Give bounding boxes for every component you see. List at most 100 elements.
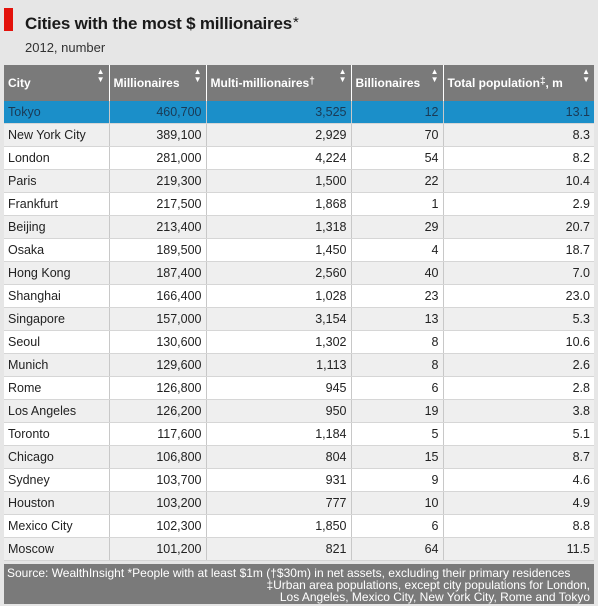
sort-arrows-icon[interactable]: ▲ ▼ (96, 67, 105, 84)
value-cell: 187,400 (109, 261, 207, 285)
footer-source-line: Source: WealthInsight *People with at le… (7, 566, 571, 580)
value-cell: 1,028 (206, 284, 352, 308)
city-cell: London (4, 146, 110, 170)
column-header-unit: , m (545, 76, 563, 90)
table-row[interactable]: New York City 389,100 2,929 70 8.3 (4, 123, 594, 147)
city-cell: Osaka (4, 238, 110, 262)
value-cell: 18.7 (443, 238, 594, 262)
column-header-0[interactable]: City ▲ ▼ (4, 65, 110, 101)
city-cell: Munich (4, 353, 110, 377)
table-row[interactable]: Singapore 157,000 3,154 13 5.3 (4, 307, 594, 331)
value-cell: 4.6 (443, 468, 594, 492)
table-row[interactable]: London 281,000 4,224 54 8.2 (4, 146, 594, 170)
sort-arrows-icon[interactable]: ▲ ▼ (582, 67, 590, 84)
city-cell: Shanghai (4, 284, 110, 308)
value-cell: 102,300 (109, 514, 207, 538)
table-row[interactable]: Shanghai 166,400 1,028 23 23.0 (4, 284, 594, 308)
city-cell: New York City (4, 123, 110, 147)
table-row[interactable]: Seoul 130,600 1,302 8 10.6 (4, 330, 594, 354)
table-row[interactable]: Tokyo 460,700 3,525 12 13.1 (4, 101, 594, 124)
value-cell: 1 (351, 192, 444, 216)
value-cell: 70 (351, 123, 444, 147)
value-cell: 23 (351, 284, 444, 308)
value-cell: 101,200 (109, 537, 207, 561)
table-row[interactable]: Osaka 189,500 1,450 4 18.7 (4, 238, 594, 262)
city-cell: Singapore (4, 307, 110, 331)
value-cell: 19 (351, 399, 444, 423)
value-cell: 5.3 (443, 307, 594, 331)
table-row[interactable]: Rome 126,800 945 6 2.8 (4, 376, 594, 400)
value-cell: 945 (206, 376, 352, 400)
table-header-row: City ▲ ▼ Millionaires ▲ ▼ Multi-millionaires† ▲… (4, 65, 594, 101)
column-header-footnote-mark: † (309, 76, 315, 87)
city-cell: Tokyo (4, 101, 110, 124)
sort-arrows-icon[interactable]: ▲ ▼ (193, 67, 202, 84)
value-cell: 2,929 (206, 123, 352, 147)
value-cell: 29 (351, 215, 444, 239)
value-cell: 8 (351, 330, 444, 354)
value-cell: 10 (351, 491, 444, 515)
value-cell: 931 (206, 468, 352, 492)
table-row[interactable]: Paris 219,300 1,500 22 10.4 (4, 169, 594, 193)
table-row[interactable]: Beijing 213,400 1,318 29 20.7 (4, 215, 594, 239)
city-cell: Paris (4, 169, 110, 193)
value-cell: 804 (206, 445, 352, 469)
table-row[interactable]: Munich 129,600 1,113 8 2.6 (4, 353, 594, 377)
table-row[interactable]: Chicago 106,800 804 15 8.7 (4, 445, 594, 469)
value-cell: 23.0 (443, 284, 594, 308)
column-header-label: Billionaires (355, 76, 421, 90)
sort-arrows-icon[interactable]: ▲ ▼ (338, 67, 347, 84)
table-row[interactable]: Houston 103,200 777 10 4.9 (4, 491, 594, 515)
table-row[interactable]: Hong Kong 187,400 2,560 40 7.0 (4, 261, 594, 285)
table-row[interactable]: Frankfurt 217,500 1,868 1 2.9 (4, 192, 594, 216)
title-footnote-mark: * (292, 14, 299, 31)
value-cell: 281,000 (109, 146, 207, 170)
city-cell: Chicago (4, 445, 110, 469)
chart-subtitle: 2012, number (25, 40, 106, 55)
value-cell: 1,302 (206, 330, 352, 354)
city-cell: Seoul (4, 330, 110, 354)
footer-note-line: ‡Urban area populations, except city pop… (266, 578, 590, 592)
value-cell: 4.9 (443, 491, 594, 515)
table-row[interactable]: Sydney 103,700 931 9 4.6 (4, 468, 594, 492)
column-header-1[interactable]: Millionaires ▲ ▼ (109, 65, 207, 101)
value-cell: 166,400 (109, 284, 207, 308)
table-row[interactable]: Toronto 117,600 1,184 5 5.1 (4, 422, 594, 446)
value-cell: 2.8 (443, 376, 594, 400)
sort-arrows-icon[interactable]: ▲ ▼ (430, 67, 439, 84)
accent-bar (4, 8, 13, 31)
value-cell: 12 (351, 101, 444, 124)
city-cell: Houston (4, 491, 110, 515)
column-header-2[interactable]: Multi-millionaires† ▲ ▼ (206, 65, 352, 101)
value-cell: 6 (351, 376, 444, 400)
value-cell: 117,600 (109, 422, 207, 446)
value-cell: 13.1 (443, 101, 594, 124)
value-cell: 1,868 (206, 192, 352, 216)
value-cell: 2,560 (206, 261, 352, 285)
city-cell: Mexico City (4, 514, 110, 538)
column-header-footnote-mark: ‡ (539, 76, 546, 87)
value-cell: 130,600 (109, 330, 207, 354)
value-cell: 2.6 (443, 353, 594, 377)
city-cell: Beijing (4, 215, 110, 239)
column-header-label: Multi-millionaires (210, 76, 310, 90)
value-cell: 10.6 (443, 330, 594, 354)
source-footer: Source: WealthInsight *People with at le… (4, 564, 594, 604)
table-row[interactable]: Los Angeles 126,200 950 19 3.8 (4, 399, 594, 423)
column-header-label: Millionaires (113, 76, 180, 90)
value-cell: 1,318 (206, 215, 352, 239)
value-cell: 821 (206, 537, 352, 561)
city-cell: Rome (4, 376, 110, 400)
table-row[interactable]: Mexico City 102,300 1,850 6 8.8 (4, 514, 594, 538)
value-cell: 3,525 (206, 101, 352, 124)
value-cell: 103,200 (109, 491, 207, 515)
table-row[interactable]: Moscow 101,200 821 64 11.5 (4, 537, 594, 561)
value-cell: 9 (351, 468, 444, 492)
value-cell: 11.5 (443, 537, 594, 561)
column-header-3[interactable]: Billionaires ▲ ▼ (351, 65, 444, 101)
value-cell: 103,700 (109, 468, 207, 492)
value-cell: 217,500 (109, 192, 207, 216)
value-cell: 13 (351, 307, 444, 331)
column-header-4[interactable]: Total population‡, m ▲ ▼ (443, 65, 594, 101)
